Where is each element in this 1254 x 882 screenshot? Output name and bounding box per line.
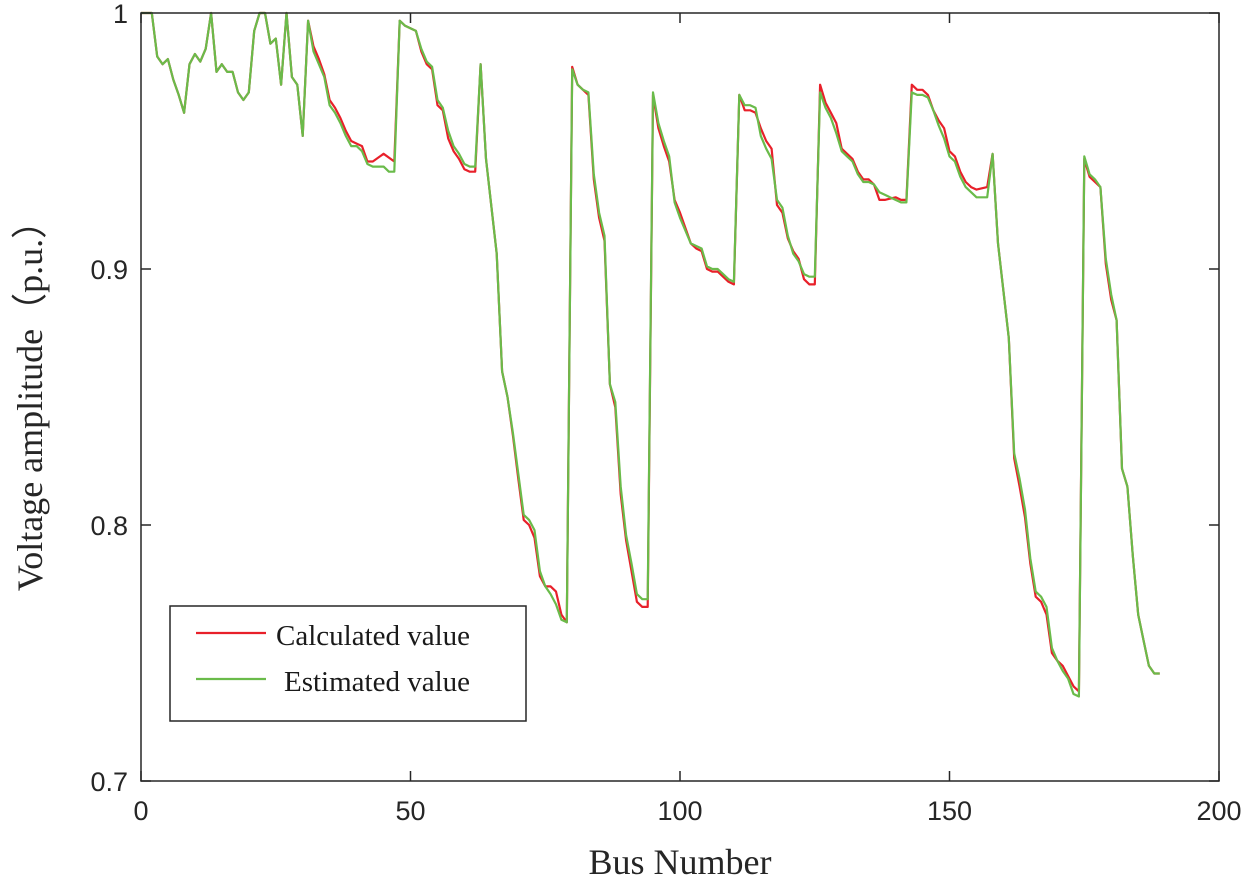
x-tick-label: 200 [1196, 796, 1241, 826]
x-tick-label: 100 [657, 796, 702, 826]
x-axis-title: Bus Number [589, 842, 772, 882]
series-line-estimated [141, 11, 1160, 698]
legend-label-estimated: Estimated value [284, 666, 470, 698]
x-tick-label: 0 [133, 796, 148, 826]
legend: Calculated value Estimated value [169, 605, 527, 722]
y-tick-label: 0.8 [90, 511, 128, 541]
legend-label-calculated: Calculated value [276, 620, 470, 652]
y-tick-label: 0.7 [90, 767, 128, 797]
y-tick-label: 1 [113, 0, 128, 29]
y-axis-title: Voltage amplitude（p.u.） [10, 203, 50, 591]
series-layer [141, 11, 1160, 698]
x-tick-label: 50 [395, 796, 425, 826]
x-tick-label: 150 [927, 796, 972, 826]
axis-ticks: 0 50 100 150 200 0.7 0.8 0.9 1 [90, 0, 1241, 826]
y-tick-label: 0.9 [90, 255, 128, 285]
legend-box [169, 605, 527, 722]
